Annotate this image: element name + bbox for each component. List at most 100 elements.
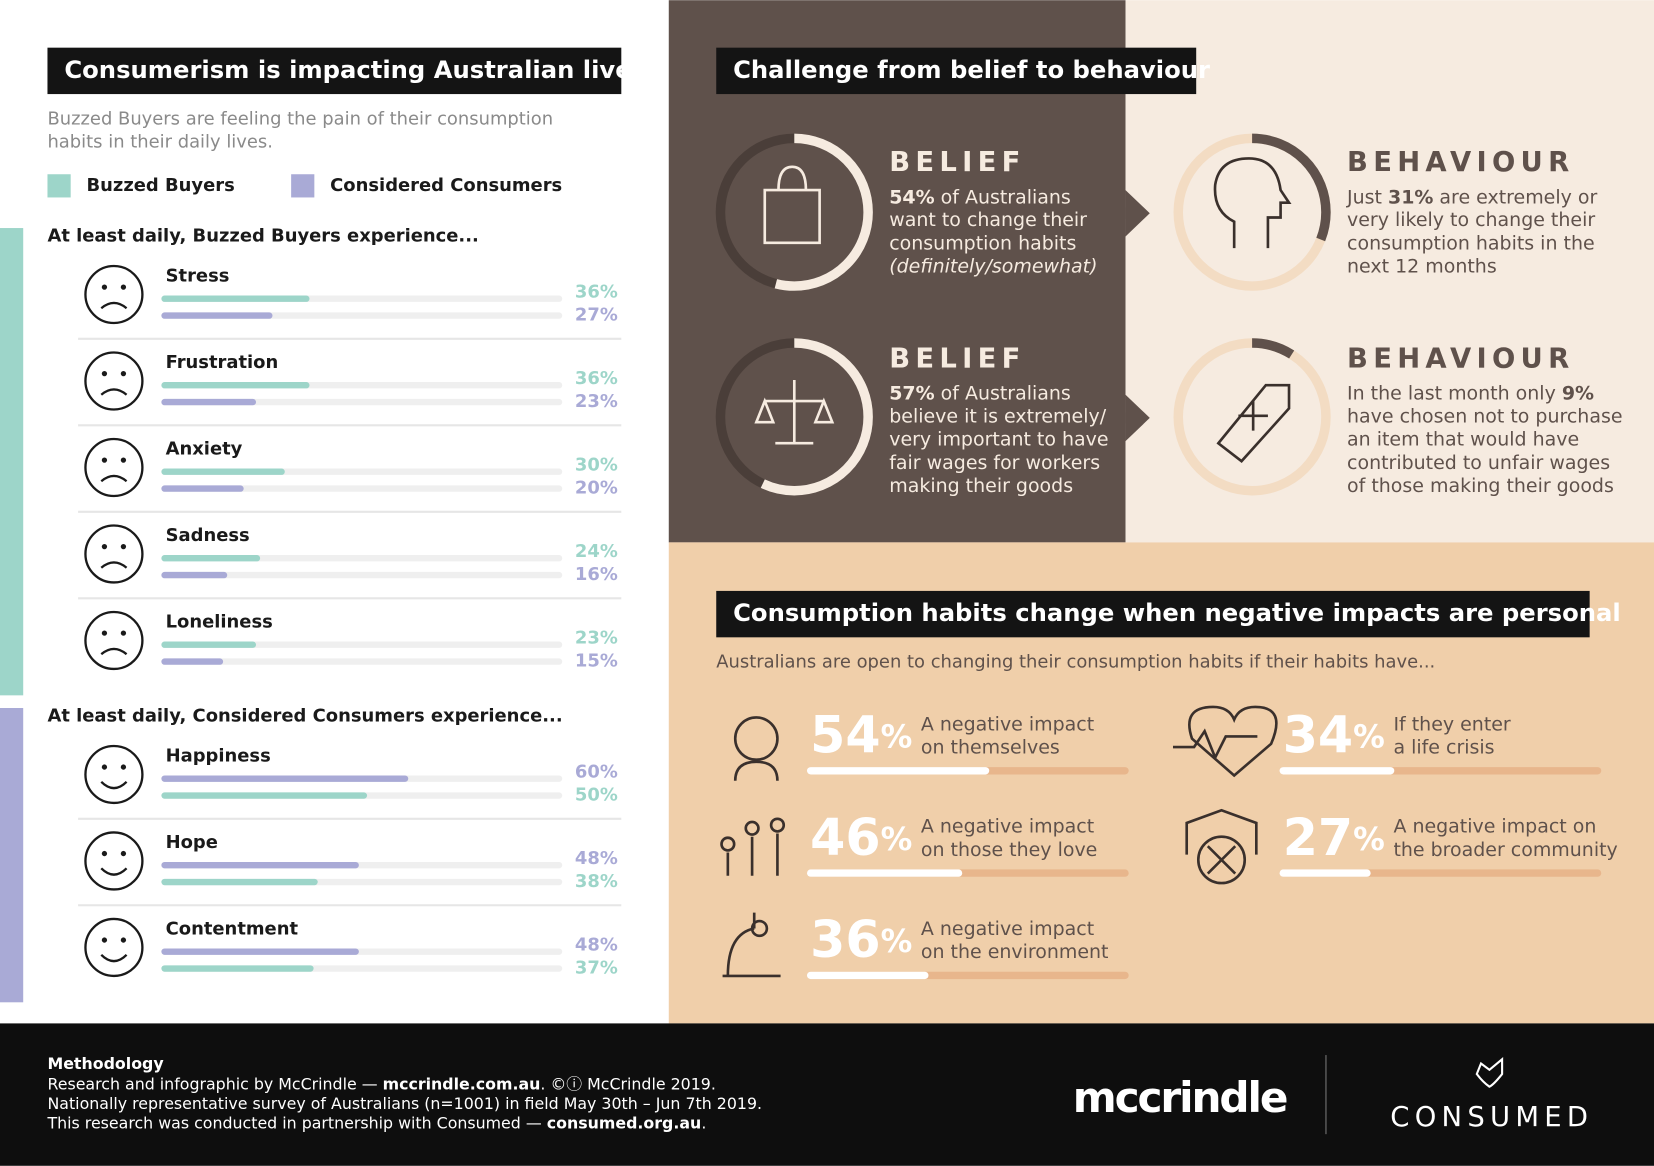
face-mouth — [100, 474, 128, 483]
face-outline — [84, 917, 144, 978]
left-title: Consumerism is impacting Australian live… — [64, 55, 646, 84]
emotion-label: Stress — [166, 266, 230, 287]
bar-value: 24% — [575, 541, 618, 562]
bar-value: 37% — [575, 958, 618, 979]
face-outline — [84, 351, 144, 411]
methodology-line: Research and infographic by McCrindle — … — [47, 1074, 715, 1093]
family-body — [726, 833, 779, 876]
text-lead: In the last month only — [1347, 382, 1562, 404]
bar-value: 60% — [575, 761, 618, 782]
face-mouth — [100, 301, 128, 310]
bar-value: 36% — [575, 368, 618, 389]
family-icon — [769, 817, 786, 833]
challenge-text: Just 31% are extremely or — [1346, 186, 1597, 208]
bar — [161, 658, 224, 665]
bar-value: 23% — [575, 627, 618, 648]
ring-arc — [1173, 133, 1331, 291]
emotion-label: Contentment — [166, 919, 299, 940]
left-title-box — [47, 47, 622, 95]
stat-value: 27 — [1283, 807, 1353, 866]
challenge-heading: BEHAVIOUR — [1347, 343, 1574, 374]
personal-title: Consumption habits change when negative … — [733, 598, 1621, 627]
face — [84, 917, 144, 978]
tag-icon — [1216, 383, 1291, 463]
challenge-title: Challenge from belief to behaviour — [733, 55, 1210, 84]
emotion-label: Anxiety — [166, 439, 243, 460]
family-icon — [720, 836, 736, 852]
bag-handle — [777, 165, 808, 191]
emotion-label: Frustration — [166, 352, 279, 373]
bar-value: 38% — [575, 871, 618, 892]
face-mouth — [100, 647, 128, 656]
arrow — [1125, 394, 1150, 442]
bar — [161, 641, 257, 648]
ring-arc — [1173, 338, 1331, 496]
face-mouth — [100, 953, 128, 963]
consumed-icon — [1475, 1057, 1504, 1088]
face-eye — [120, 850, 127, 857]
line-after: . — [701, 1113, 706, 1132]
text-highlight: 31% — [1388, 186, 1433, 208]
stat-line: A negative impact — [921, 816, 1094, 838]
challenge-line: want to change their — [889, 209, 1087, 231]
bar-value: 20% — [575, 478, 618, 499]
bar-value: 16% — [575, 564, 618, 585]
section-heading: At least daily, Buzzed Buyers experience… — [47, 225, 478, 246]
environment-icon — [722, 912, 781, 978]
bar — [161, 965, 314, 972]
face-outline — [84, 744, 144, 805]
methodology-line: Nationally representative survey of Aust… — [47, 1094, 762, 1113]
text-tail: of Australians — [935, 382, 1071, 404]
logo-mccrindle: mccrindle — [1073, 1073, 1287, 1122]
face — [84, 831, 144, 891]
challenge-line: an item that would have — [1347, 429, 1579, 451]
arrow — [1125, 190, 1150, 237]
bar-track — [161, 571, 563, 579]
face — [84, 264, 144, 325]
face — [84, 437, 144, 498]
section-bar — [0, 228, 24, 696]
bar-value: 27% — [575, 305, 618, 326]
face-outline — [84, 610, 144, 671]
text-tail: of Australians — [935, 186, 1071, 208]
face-eye — [120, 630, 127, 636]
stat-value: 54 — [810, 705, 880, 764]
bar-track — [161, 398, 563, 406]
face — [84, 524, 144, 584]
challenge-note: (definitely/somewhat) — [889, 256, 1097, 278]
challenge-text: 57% of Australians — [889, 382, 1071, 404]
methodology-heading: Methodology — [47, 1054, 164, 1073]
face-eye — [120, 457, 127, 463]
bar-track — [161, 658, 563, 665]
face-outline — [84, 264, 144, 325]
section-heading: At least daily, Considered Consumers exp… — [47, 705, 562, 726]
face-mouth — [100, 780, 128, 790]
scales-icon — [754, 379, 835, 445]
bag-icon — [763, 188, 821, 245]
text-lead: Just — [1346, 186, 1388, 208]
stat-line: A negative impact — [921, 918, 1094, 940]
footer — [0, 1023, 1654, 1166]
face-eye — [101, 850, 108, 857]
bar-track — [161, 641, 563, 648]
legend-label: Buzzed Buyers — [86, 175, 234, 196]
emotion-label: Happiness — [166, 746, 271, 767]
ring-arc — [715, 338, 873, 496]
bar — [161, 398, 257, 406]
stat: 27% — [1283, 807, 1385, 866]
face-eye — [120, 937, 127, 943]
stat-line: a life crisis — [1393, 737, 1494, 759]
challenge-heading: BELIEF — [889, 147, 1025, 178]
stat-line: A negative impact — [921, 713, 1094, 735]
line-text: Research and infographic by McCrindle — — [47, 1074, 382, 1093]
face-eye — [101, 284, 108, 290]
text-highlight: 54% — [889, 186, 934, 208]
stat-unit: % — [881, 720, 913, 756]
bar — [161, 485, 244, 492]
bar-value: 50% — [575, 785, 618, 806]
bar — [161, 571, 228, 579]
personal-subtitle: Australians are open to changing their c… — [716, 652, 1435, 673]
subtitle: Buzzed Buyers are feeling the pain of th… — [47, 108, 553, 129]
challenge-title-box — [716, 47, 1197, 95]
